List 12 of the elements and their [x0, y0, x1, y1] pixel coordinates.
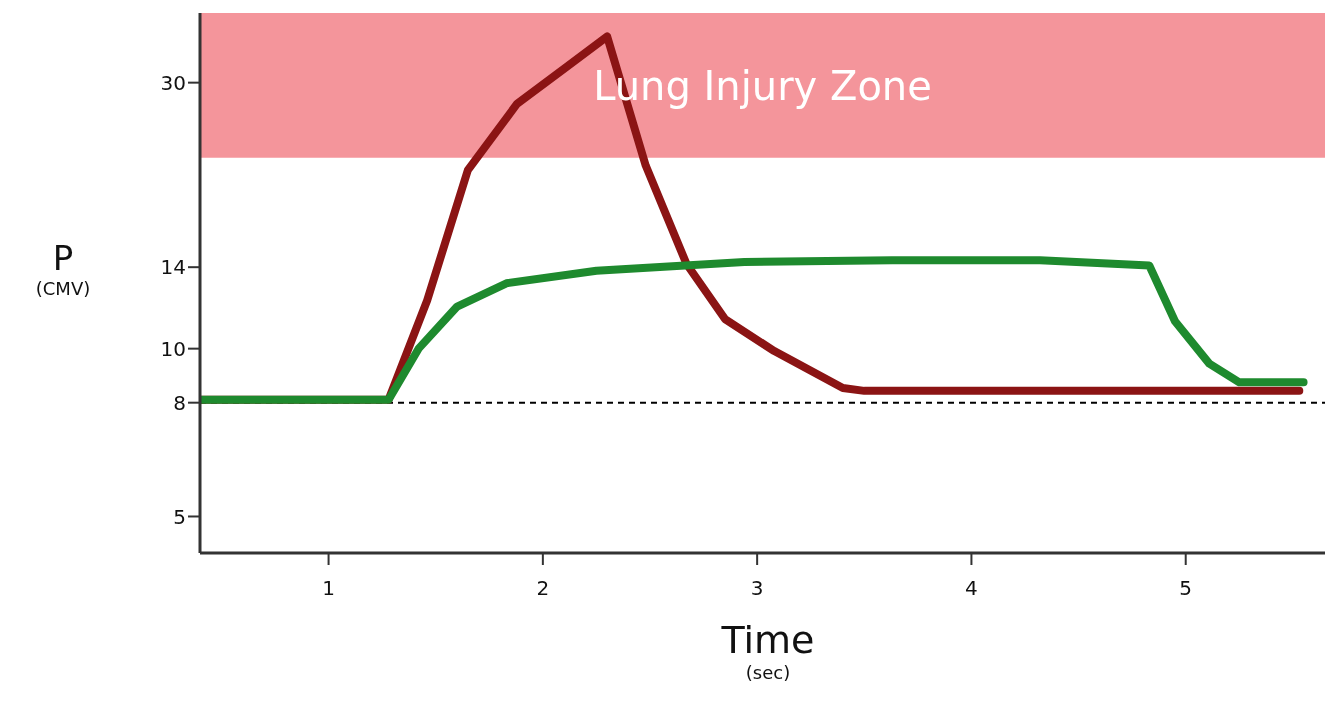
y-tick-label: 5 [173, 504, 186, 529]
x-tick-label: 1 [322, 576, 335, 601]
y-axis-title: P (CMV) [35, 238, 91, 299]
x-tick-label: 3 [750, 576, 764, 601]
y-tick-label: 8 [173, 390, 186, 415]
x-tick-label: 2 [536, 576, 550, 601]
x-tick-label: 5 [1179, 576, 1193, 601]
x-axis-title: Time (sec) [721, 618, 815, 683]
y-tick-label: 10 [160, 336, 186, 361]
y-tick-label: 14 [160, 255, 186, 280]
y-tick-label: 30 [160, 70, 186, 95]
x-tick-label: 4 [965, 576, 978, 601]
